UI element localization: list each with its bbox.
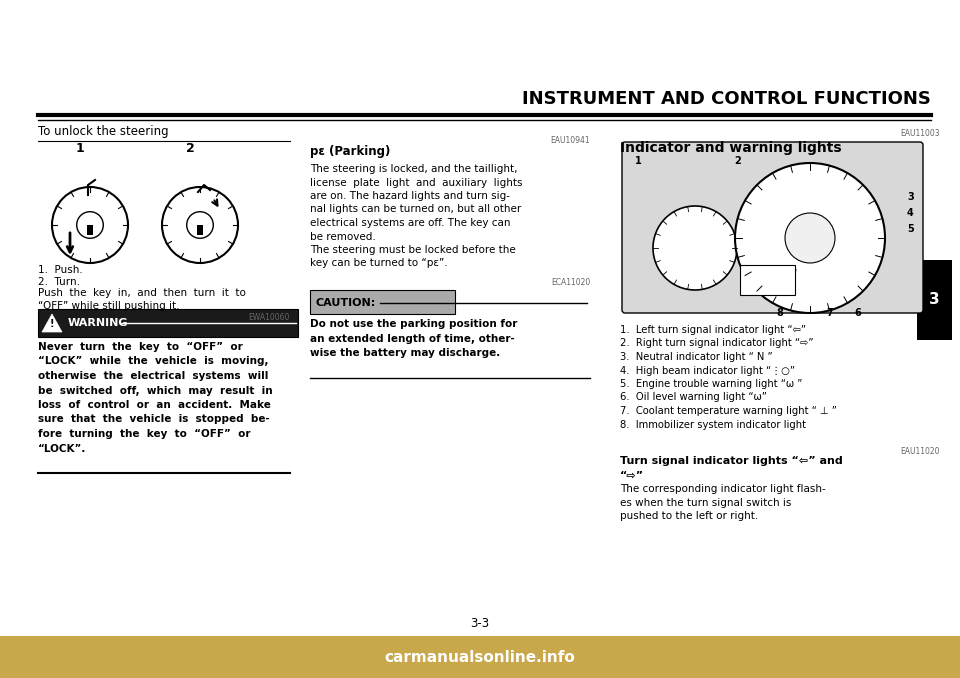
Text: key can be turned to “pε”.: key can be turned to “pε”. — [310, 258, 447, 268]
Text: 5: 5 — [907, 224, 914, 234]
Text: license  plate  light  and  auxiliary  lights: license plate light and auxiliary lights — [310, 178, 522, 188]
Text: EAU11003: EAU11003 — [900, 129, 940, 138]
Text: be removed.: be removed. — [310, 231, 375, 241]
Text: 6.  Oil level warning light “ω”: 6. Oil level warning light “ω” — [620, 393, 767, 403]
Text: 3-3: 3-3 — [470, 617, 490, 630]
Text: Turn signal indicator lights “⇦” and: Turn signal indicator lights “⇦” and — [620, 456, 843, 466]
Text: otherwise  the  electrical  systems  will: otherwise the electrical systems will — [38, 371, 269, 381]
Text: WARNING: WARNING — [68, 318, 129, 328]
Text: are on. The hazard lights and turn sig-: are on. The hazard lights and turn sig- — [310, 191, 510, 201]
Circle shape — [653, 206, 737, 290]
Text: “LOCK”.: “LOCK”. — [38, 443, 86, 454]
Text: 1: 1 — [76, 142, 84, 155]
Text: Indicator and warning lights: Indicator and warning lights — [620, 141, 842, 155]
Text: The steering is locked, and the taillight,: The steering is locked, and the tailligh… — [310, 164, 517, 174]
Text: 7: 7 — [827, 308, 833, 318]
Bar — [740, 265, 795, 295]
Circle shape — [764, 266, 772, 274]
Text: 2: 2 — [734, 156, 741, 166]
Text: !: ! — [50, 319, 55, 329]
Text: pε (Parking): pε (Parking) — [310, 145, 391, 158]
Text: To unlock the steering: To unlock the steering — [38, 125, 169, 138]
Bar — [38, 309, 298, 337]
Text: 4: 4 — [907, 208, 914, 218]
Polygon shape — [42, 314, 62, 332]
Bar — [0, 636, 960, 678]
Text: 7.  Coolant temperature warning light “ ⊥ ”: 7. Coolant temperature warning light “ ⊥… — [620, 406, 837, 416]
Circle shape — [735, 163, 885, 313]
Text: 5.  Engine trouble warning light “ω ”: 5. Engine trouble warning light “ω ” — [620, 379, 803, 389]
Bar — [87, 225, 93, 235]
Text: Never  turn  the  key  to  “OFF”  or: Never turn the key to “OFF” or — [38, 342, 243, 352]
FancyBboxPatch shape — [622, 142, 923, 313]
Text: CAUTION:: CAUTION: — [315, 298, 375, 308]
Text: ECA11020: ECA11020 — [551, 278, 590, 287]
Text: 1: 1 — [635, 156, 641, 166]
Text: an extended length of time, other-: an extended length of time, other- — [310, 334, 515, 344]
Text: loss  of  control  or  an  accident.  Make: loss of control or an accident. Make — [38, 400, 271, 410]
Text: Push  the  key  in,  and  then  turn  it  to: Push the key in, and then turn it to — [38, 288, 246, 298]
Text: 1.  Left turn signal indicator light “⇦”: 1. Left turn signal indicator light “⇦” — [620, 325, 806, 335]
Text: 3: 3 — [907, 192, 914, 202]
Text: EWA10060: EWA10060 — [249, 313, 290, 322]
Text: 1.  Push.: 1. Push. — [38, 265, 83, 275]
Circle shape — [785, 213, 835, 263]
Text: “LOCK”  while  the  vehicle  is  moving,: “LOCK” while the vehicle is moving, — [38, 357, 269, 367]
Text: EAU11020: EAU11020 — [900, 447, 940, 456]
Text: 2.  Right turn signal indicator light “⇨”: 2. Right turn signal indicator light “⇨” — [620, 338, 813, 348]
Circle shape — [788, 266, 796, 274]
Text: be  switched  off,  which  may  result  in: be switched off, which may result in — [38, 386, 273, 395]
Text: Do not use the parking position for: Do not use the parking position for — [310, 319, 517, 329]
Text: 2: 2 — [185, 142, 194, 155]
Bar — [197, 225, 203, 235]
Circle shape — [776, 278, 784, 286]
Text: electrical systems are off. The key can: electrical systems are off. The key can — [310, 218, 511, 228]
Text: EAU10941: EAU10941 — [550, 136, 590, 145]
Text: nal lights can be turned on, but all other: nal lights can be turned on, but all oth… — [310, 205, 521, 214]
Text: 3.  Neutral indicator light “ N ”: 3. Neutral indicator light “ N ” — [620, 352, 773, 362]
Text: “OFF” while still pushing it.: “OFF” while still pushing it. — [38, 301, 180, 311]
Bar — [917, 260, 951, 340]
Text: 4.  High beam indicator light “⋮○”: 4. High beam indicator light “⋮○” — [620, 365, 795, 376]
Text: 8.  Immobilizer system indicator light: 8. Immobilizer system indicator light — [620, 420, 806, 429]
Text: sure  that  the  vehicle  is  stopped  be-: sure that the vehicle is stopped be- — [38, 414, 270, 424]
Text: 3: 3 — [929, 292, 940, 308]
Bar — [310, 290, 455, 314]
Text: “⇨”: “⇨” — [620, 470, 644, 480]
Text: INSTRUMENT AND CONTROL FUNCTIONS: INSTRUMENT AND CONTROL FUNCTIONS — [522, 90, 931, 108]
Circle shape — [776, 266, 784, 274]
Text: The corresponding indicator light flash-: The corresponding indicator light flash- — [620, 484, 826, 494]
Text: pushed to the left or right.: pushed to the left or right. — [620, 511, 758, 521]
Circle shape — [764, 278, 772, 286]
Text: fore  turning  the  key  to  “OFF”  or: fore turning the key to “OFF” or — [38, 429, 251, 439]
Text: carmanualsonline.info: carmanualsonline.info — [385, 650, 575, 664]
Text: 8: 8 — [777, 308, 783, 318]
Text: wise the battery may discharge.: wise the battery may discharge. — [310, 348, 500, 358]
Text: 2.  Turn.: 2. Turn. — [38, 277, 80, 287]
Text: The steering must be locked before the: The steering must be locked before the — [310, 245, 516, 255]
Text: 6: 6 — [854, 308, 861, 318]
Text: es when the turn signal switch is: es when the turn signal switch is — [620, 498, 791, 508]
